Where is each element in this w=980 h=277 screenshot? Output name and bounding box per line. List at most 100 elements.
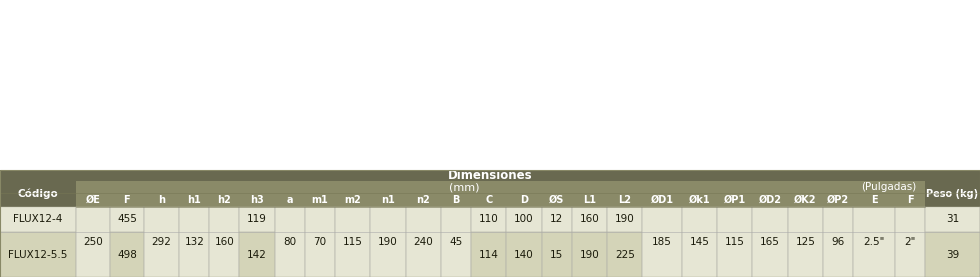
Bar — [110, 232, 144, 277]
Bar — [0, 207, 980, 277]
Text: (Pulgadas): (Pulgadas) — [861, 182, 916, 192]
Text: 39: 39 — [946, 250, 959, 260]
Text: 225: 225 — [614, 250, 635, 260]
Text: B: B — [453, 195, 460, 205]
Text: 45: 45 — [450, 237, 463, 247]
Text: 132: 132 — [184, 237, 204, 247]
Bar — [0, 0, 980, 170]
Text: ØP1: ØP1 — [723, 195, 746, 205]
Bar — [895, 207, 925, 277]
Bar — [471, 232, 507, 277]
Bar — [441, 193, 471, 207]
Bar — [0, 207, 75, 232]
Bar — [643, 207, 682, 277]
Bar — [75, 207, 110, 277]
Bar — [853, 193, 895, 207]
Text: 2": 2" — [905, 237, 915, 247]
Bar — [370, 207, 406, 277]
Bar — [441, 207, 471, 277]
Bar — [179, 207, 210, 277]
Text: 240: 240 — [414, 237, 433, 247]
Text: 292: 292 — [152, 237, 172, 247]
Text: 100: 100 — [514, 214, 534, 224]
Text: 160: 160 — [215, 237, 234, 247]
Bar — [607, 193, 643, 207]
Text: 190: 190 — [378, 237, 398, 247]
Bar — [144, 193, 179, 207]
Text: h3: h3 — [250, 195, 264, 205]
Text: FLUX12-4: FLUX12-4 — [14, 214, 63, 224]
Text: ØD2: ØD2 — [759, 195, 781, 205]
Bar — [607, 207, 643, 232]
Text: a: a — [286, 195, 293, 205]
Text: 110: 110 — [479, 214, 499, 224]
Text: 115: 115 — [725, 237, 745, 247]
Text: h2: h2 — [218, 195, 231, 205]
Bar — [471, 193, 507, 207]
Text: ØE: ØE — [85, 195, 100, 205]
Bar — [823, 193, 853, 207]
Bar — [239, 193, 274, 207]
Bar — [823, 207, 853, 277]
Text: 125: 125 — [796, 237, 815, 247]
Text: ØP2: ØP2 — [827, 195, 849, 205]
Bar — [335, 193, 370, 207]
Bar — [0, 170, 980, 277]
Text: 15: 15 — [550, 250, 564, 260]
Text: h: h — [158, 195, 165, 205]
Bar — [406, 207, 441, 277]
Text: ØS: ØS — [549, 195, 564, 205]
Bar — [853, 207, 895, 277]
Text: 70: 70 — [314, 237, 326, 247]
Bar — [717, 193, 753, 207]
Text: C: C — [485, 195, 492, 205]
Bar — [75, 193, 110, 207]
Bar — [0, 170, 980, 181]
Text: Øk1: Øk1 — [689, 195, 710, 205]
Bar — [571, 232, 607, 277]
Text: 96: 96 — [831, 237, 845, 247]
Text: Peso (kg): Peso (kg) — [926, 189, 979, 199]
Bar — [144, 207, 179, 277]
Bar — [210, 193, 239, 207]
Text: L2: L2 — [618, 195, 631, 205]
Text: F: F — [906, 195, 913, 205]
Text: 31: 31 — [946, 214, 959, 224]
Text: FLUX12-5.5: FLUX12-5.5 — [8, 250, 68, 260]
Text: n2: n2 — [416, 195, 430, 205]
Bar — [507, 193, 542, 207]
Text: m2: m2 — [344, 195, 361, 205]
Text: 185: 185 — [652, 237, 672, 247]
Bar — [305, 193, 335, 207]
Bar — [210, 207, 239, 277]
Text: h1: h1 — [187, 195, 201, 205]
Text: Dimensiones: Dimensiones — [448, 169, 532, 182]
Bar — [853, 181, 925, 193]
Bar — [788, 193, 823, 207]
Bar — [643, 193, 682, 207]
Text: L1: L1 — [583, 195, 596, 205]
Bar — [239, 207, 274, 232]
Bar — [370, 193, 406, 207]
Text: 250: 250 — [83, 237, 103, 247]
Bar — [110, 193, 144, 207]
Text: ØD1: ØD1 — [651, 195, 673, 205]
Bar — [925, 232, 980, 277]
Bar — [607, 232, 643, 277]
Bar — [274, 193, 305, 207]
Text: 190: 190 — [579, 250, 600, 260]
Text: 114: 114 — [479, 250, 499, 260]
Bar — [542, 193, 571, 207]
Text: Código: Código — [18, 189, 59, 199]
Bar — [305, 207, 335, 277]
Text: n1: n1 — [381, 195, 395, 205]
Bar — [925, 181, 980, 207]
Bar — [925, 207, 980, 232]
Bar — [895, 193, 925, 207]
Bar — [0, 232, 75, 277]
Text: 115: 115 — [343, 237, 363, 247]
Bar — [542, 207, 571, 232]
Text: 142: 142 — [247, 250, 267, 260]
Text: 80: 80 — [283, 237, 296, 247]
Bar — [682, 207, 717, 277]
